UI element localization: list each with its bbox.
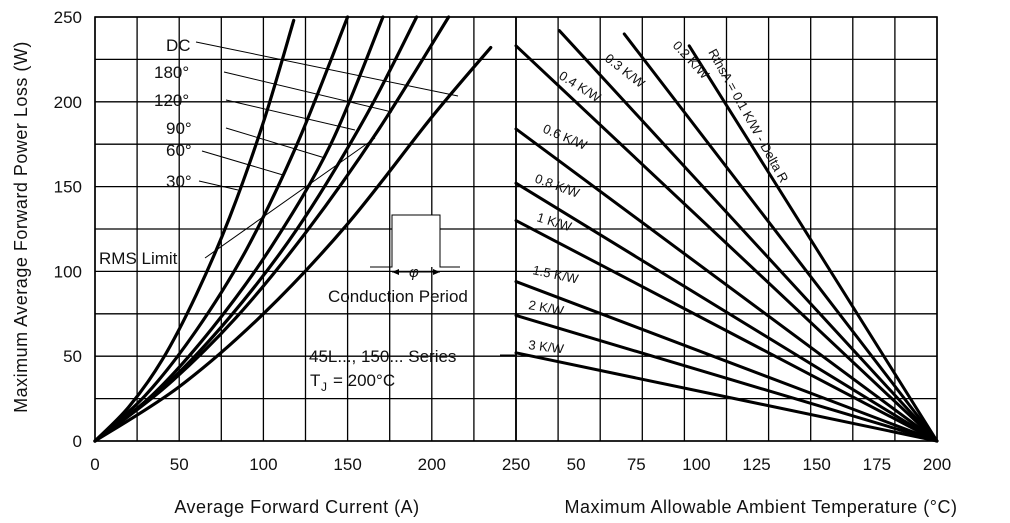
- grid: [94, 16, 938, 442]
- rline-1kw: [514, 219, 939, 443]
- curve-180: [93, 15, 451, 443]
- label-tj-t: T: [310, 371, 320, 390]
- label-r-2: 2 K/W: [527, 297, 565, 318]
- label-r-3: 3 K/W: [528, 337, 566, 356]
- right-x-tick-label: 50: [567, 455, 586, 474]
- label-r-1: 1 K/W: [535, 210, 574, 235]
- rline-2kw: [514, 313, 939, 443]
- rline-15kw: [514, 280, 939, 443]
- left-x-tick-label: 100: [249, 455, 277, 474]
- rline-02kw: [622, 32, 939, 443]
- label-series: 45L..., 150... Series: [309, 347, 456, 366]
- label-180: 180°: [154, 63, 189, 82]
- left-curves: [93, 15, 493, 443]
- rline-03kw: [557, 29, 939, 443]
- leader-rms: [204, 137, 376, 259]
- label-90: 90°: [166, 119, 192, 138]
- left-x-axis-title: Average Forward Current (A): [174, 497, 419, 517]
- label-30: 30°: [166, 172, 192, 191]
- label-r-15: 1.5 K/W: [531, 262, 580, 286]
- curve-60: [93, 15, 350, 443]
- rline-rthsa01kwdeltar: [687, 44, 939, 443]
- right-x-tick-label: 125: [742, 455, 770, 474]
- left-x-tick-label: 50: [170, 455, 189, 474]
- leader-60: [201, 150, 284, 176]
- curve-30: [93, 18, 296, 443]
- curve-dc: [93, 45, 493, 443]
- label-dc: DC: [166, 36, 191, 55]
- y-tick-label: 0: [73, 432, 82, 451]
- label-tj-value: = 200°C: [333, 371, 395, 390]
- right-lines: [514, 29, 939, 443]
- label-r-06: 0.6 K/W: [541, 121, 590, 153]
- left-x-tick-label: 0: [90, 455, 99, 474]
- leader-dc: [195, 41, 459, 97]
- right-x-tick-label: 150: [803, 455, 831, 474]
- label-120: 120°: [154, 91, 189, 110]
- y-axis-title: Maximum Average Forward Power Loss (W): [11, 41, 31, 413]
- right-x-tick-label: 175: [863, 455, 891, 474]
- leader-30: [198, 180, 239, 191]
- rline-08kw: [514, 181, 939, 443]
- left-x-tick-label: 200: [418, 455, 446, 474]
- conduction-period-inset: [370, 214, 460, 275]
- rline-04kw: [514, 44, 939, 443]
- rline-3kw: [514, 351, 939, 443]
- tick-labels: 0 50 100 150 200 250 0 50 100 150 200 250 50 75 100 125…: [54, 8, 952, 474]
- left-x-tick-label: 250: [502, 455, 530, 474]
- label-rms-limit: RMS Limit: [99, 249, 178, 268]
- label-phi: φ: [409, 264, 419, 281]
- curve-90: [93, 15, 385, 443]
- label-r-01: RthsA = 0.1 K/W - Delta R: [705, 46, 791, 185]
- right-x-tick-label: 200: [923, 455, 951, 474]
- label-60: 60°: [166, 141, 192, 160]
- y-tick-label: 100: [54, 262, 82, 281]
- label-r-02: 0.2 K/W: [670, 38, 713, 83]
- right-x-axis-title: Maximum Allowable Ambient Temperature (°…: [564, 497, 957, 517]
- y-tick-label: 50: [63, 347, 82, 366]
- chart-text: Maximum Average Forward Power Loss (W) A…: [11, 36, 957, 517]
- leader-180: [223, 71, 393, 113]
- y-tick-label: 250: [54, 8, 82, 27]
- left-x-tick-label: 150: [333, 455, 361, 474]
- leader-lines: [195, 41, 517, 356]
- right-x-tick-label: 75: [627, 455, 646, 474]
- label-tj-sub: J: [321, 380, 327, 394]
- right-x-tick-label: 100: [682, 455, 710, 474]
- label-conduction-period: Conduction Period: [328, 287, 468, 306]
- y-tick-label: 150: [54, 178, 82, 197]
- leader-90: [225, 127, 326, 159]
- y-tick-label: 200: [54, 93, 82, 112]
- rline-06kw: [514, 127, 939, 443]
- leader-120: [225, 99, 356, 131]
